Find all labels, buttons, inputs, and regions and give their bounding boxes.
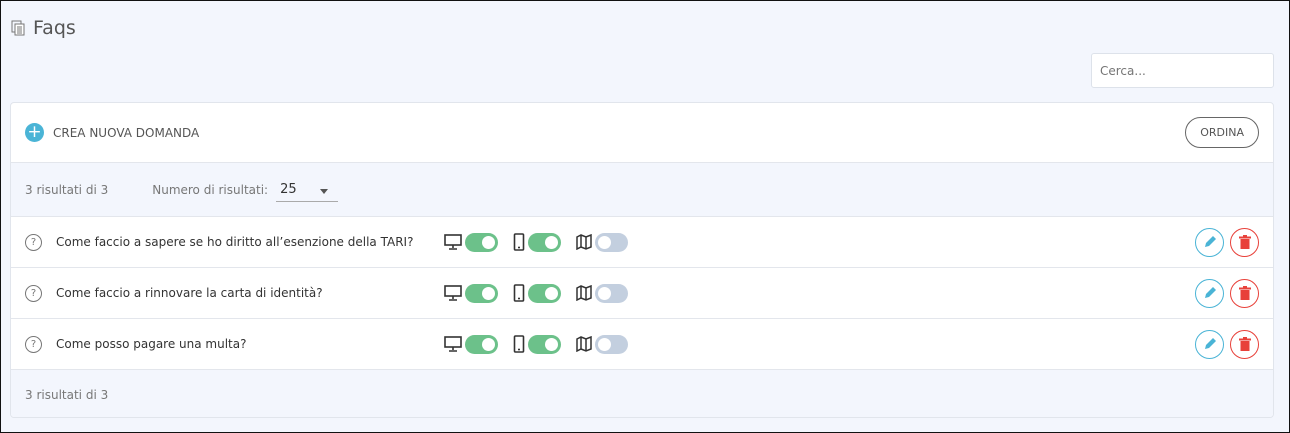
map-icon <box>576 336 592 352</box>
plus-icon: + <box>25 123 44 142</box>
map-icon <box>576 285 592 301</box>
faq-card: + CREA NUOVA DOMANDA ORDINA 3 risultati … <box>10 102 1274 418</box>
table-row: ? Come posso pagare una multa? <box>11 319 1273 370</box>
question-icon: ? <box>25 335 42 353</box>
toggle-desktop[interactable] <box>465 334 498 354</box>
card-footer: 3 risultati di 3 <box>11 370 1273 417</box>
per-page-select[interactable]: 25 <box>276 178 339 202</box>
document-copy-icon <box>11 20 25 36</box>
pencil-icon <box>1204 236 1216 247</box>
pencil-icon <box>1204 287 1216 298</box>
toggle-map[interactable] <box>595 283 628 303</box>
trash-icon <box>1238 235 1251 249</box>
create-question-button[interactable]: + CREA NUOVA DOMANDA <box>25 123 199 142</box>
question-text: Come faccio a rinnovare la carta di iden… <box>56 286 323 300</box>
edit-button[interactable] <box>1195 278 1224 308</box>
pencil-icon <box>1204 338 1216 349</box>
footer-count: 3 risultati di 3 <box>25 388 109 402</box>
results-count: 3 risultati di 3 <box>25 182 109 197</box>
toggle-map[interactable] <box>595 232 628 252</box>
per-page-value: 25 <box>280 181 297 197</box>
table-row: ? Come faccio a sapere se ho diritto all… <box>11 217 1273 268</box>
toggle-mobile[interactable] <box>528 334 561 354</box>
question-text: Come posso pagare una multa? <box>56 337 247 351</box>
trash-icon <box>1238 337 1251 351</box>
mobile-icon <box>513 284 525 302</box>
question-text: Come faccio a sapere se ho diritto all’e… <box>56 235 414 249</box>
toggle-desktop[interactable] <box>465 232 498 252</box>
toggle-desktop[interactable] <box>465 283 498 303</box>
desktop-icon <box>444 285 462 301</box>
delete-button[interactable] <box>1230 278 1259 308</box>
edit-button[interactable] <box>1195 227 1224 257</box>
create-question-label: CREA NUOVA DOMANDA <box>53 125 200 140</box>
mobile-icon <box>513 335 525 353</box>
mobile-icon <box>513 233 525 251</box>
desktop-icon <box>444 234 462 250</box>
toggle-mobile[interactable] <box>528 283 561 303</box>
per-page-label: Numero di risultati: <box>152 182 269 197</box>
question-icon: ? <box>25 233 42 251</box>
toggle-mobile[interactable] <box>528 232 561 252</box>
delete-button[interactable] <box>1230 329 1259 359</box>
map-icon <box>576 234 592 250</box>
search-input[interactable] <box>1091 53 1274 88</box>
card-header: + CREA NUOVA DOMANDA ORDINA <box>11 103 1273 163</box>
table-row: ? Come faccio a rinnovare la carta di id… <box>11 268 1273 319</box>
desktop-icon <box>444 336 462 352</box>
chevron-down-icon <box>320 188 329 194</box>
delete-button[interactable] <box>1230 227 1259 257</box>
page-title: Faqs <box>11 17 76 39</box>
results-info: 3 risultati di 3 Numero di risultati: 25 <box>11 163 1273 217</box>
edit-button[interactable] <box>1195 329 1224 359</box>
trash-icon <box>1238 286 1251 300</box>
page-title-text: Faqs <box>33 17 76 39</box>
question-icon: ? <box>25 284 42 302</box>
sort-button[interactable]: ORDINA <box>1185 117 1259 148</box>
toggle-map[interactable] <box>595 334 628 354</box>
